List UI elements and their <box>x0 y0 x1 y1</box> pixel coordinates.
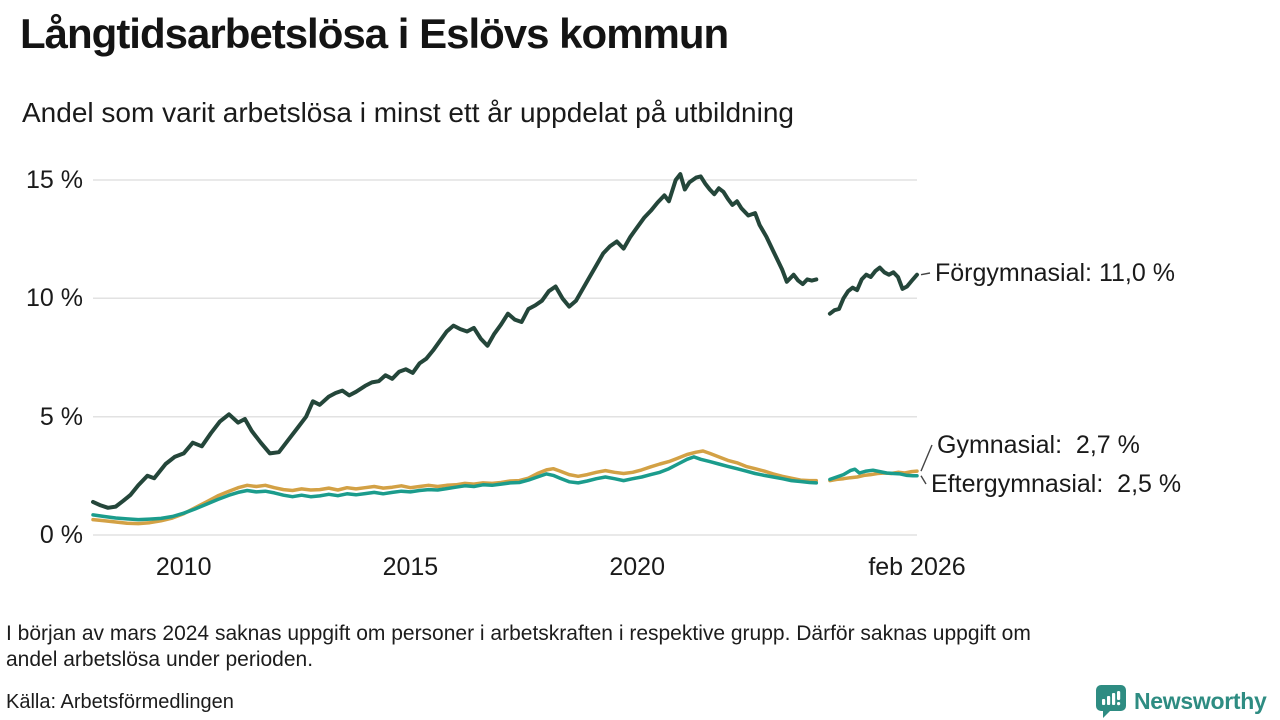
newsworthy-logo-icon <box>1096 685 1126 718</box>
connector-forgymnasial <box>920 272 931 276</box>
footnote-line-2: andel arbetslösa under perioden. <box>6 648 314 671</box>
line-eftergymnasial <box>828 467 919 482</box>
x-tick-2010: 2010 <box>155 553 212 581</box>
x-tick-2015: 2015 <box>382 553 439 581</box>
connector-eftergymnasial <box>920 475 927 485</box>
line-forgymnasial <box>91 172 819 510</box>
page-title: Långtidsarbetslösa i Eslövs kommun <box>20 10 729 57</box>
x-tick-2020: 2020 <box>609 553 665 581</box>
source-credit: Källa: Arbetsförmedlingen <box>6 691 234 713</box>
y-tick-0: 0 % <box>39 521 83 549</box>
y-tick-10: 10 % <box>26 284 83 313</box>
y-tick-15: 15 % <box>26 166 83 194</box>
footnote: I början av mars 2024 saknas uppgift om … <box>6 621 1246 673</box>
newsworthy-wordmark: Newsworthy <box>1134 688 1267 714</box>
line-gymnasial <box>91 449 819 526</box>
chart-subtitle: Andel som varit arbetslösa i minst ett å… <box>22 97 794 128</box>
series-label-forgymnasial: Förgymnasial: 11,0 % <box>935 259 1175 287</box>
series-label-gymnasial: Gymnasial: 2,7 % <box>937 431 1140 459</box>
series-label-eftergymnasial: Eftergymnasial: 2,5 % <box>931 470 1182 498</box>
footnote-line-1: I början av mars 2024 saknas uppgift om … <box>6 622 1031 645</box>
newsworthy-branding: Newsworthy <box>1096 685 1267 718</box>
line-eftergymnasial <box>91 455 819 522</box>
y-tick-5: 5 % <box>39 402 83 431</box>
x-tick-feb-2026: feb 2026 <box>868 553 966 581</box>
connector-gymnasial <box>920 444 933 472</box>
line-forgymnasial <box>827 265 919 316</box>
